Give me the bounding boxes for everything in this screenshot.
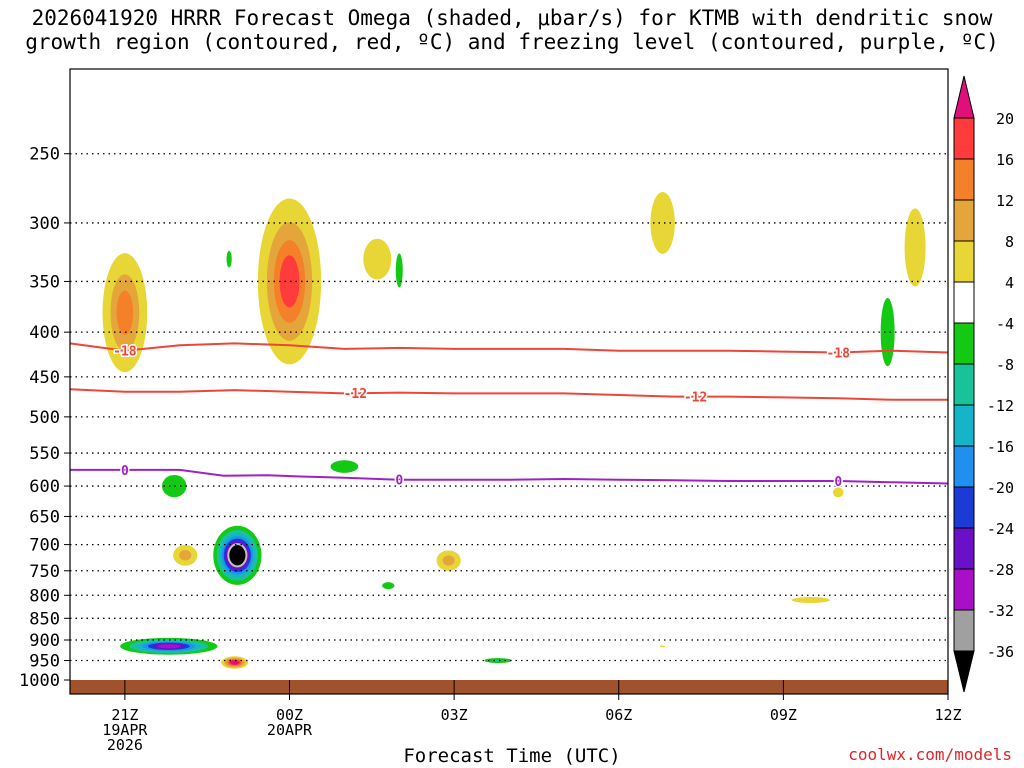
time-tick-label-0-0: 21Z bbox=[111, 706, 138, 724]
colorbar-swatch-11 bbox=[953, 527, 975, 570]
omega-region-1-3 bbox=[279, 255, 300, 308]
time-tick-label-1-0: 00Z bbox=[276, 706, 303, 724]
dgz-contour-1 bbox=[70, 388, 948, 401]
colorbar-label-8: -16 bbox=[987, 438, 1014, 456]
omega-region-4-0 bbox=[904, 208, 926, 287]
time-tick-label-0-1: 19APR bbox=[102, 721, 148, 739]
pressure-tick-350: 350 bbox=[29, 272, 60, 292]
dgz-contour-1-label-1: -12 bbox=[684, 391, 707, 406]
pressure-tick-600: 600 bbox=[29, 477, 60, 497]
omega-region-8-0 bbox=[833, 487, 844, 498]
colorbar-label-6: -8 bbox=[996, 356, 1014, 374]
colorbar-swatch-9 bbox=[953, 445, 975, 488]
dgz-contour-1-label-0: -12 bbox=[344, 387, 367, 402]
pressure-tick-400: 400 bbox=[29, 323, 60, 343]
colorbar-swatch-1 bbox=[953, 117, 975, 160]
omega-region-16-0 bbox=[382, 582, 395, 590]
chart-title-line2: growth region (contoured, red, ºC) and f… bbox=[25, 30, 999, 54]
x-axis-title: Forecast Time (UTC) bbox=[403, 745, 621, 767]
colorbar-swatch-4 bbox=[953, 240, 975, 283]
dgz-contour-0 bbox=[70, 342, 948, 354]
colorbar-swatch-2 bbox=[953, 158, 975, 201]
colorbar-swatch-8 bbox=[953, 404, 975, 447]
colorbar-swatch-6 bbox=[953, 322, 975, 365]
colorbar-swatch-10 bbox=[953, 486, 975, 529]
colorbar-label-12: -32 bbox=[987, 602, 1014, 620]
site-credit[interactable]: coolwx.com/models bbox=[848, 745, 1012, 764]
freezing-level-contour-label-1: 0 bbox=[395, 474, 403, 489]
time-tick-label-3-0: 06Z bbox=[605, 706, 632, 724]
omega-region-12-0 bbox=[395, 253, 403, 288]
omega-region-7-0 bbox=[791, 597, 831, 603]
pressure-tick-850: 850 bbox=[29, 609, 60, 629]
dgz-contour-0-label-1: -18 bbox=[827, 346, 851, 361]
omega-region-13-0 bbox=[880, 298, 895, 367]
colorbar-cap-bottom bbox=[953, 650, 975, 693]
omega-shading bbox=[102, 192, 1024, 669]
pressure-tick-500: 500 bbox=[29, 408, 60, 428]
pressure-tick-450: 450 bbox=[29, 368, 60, 388]
time-tick-label-4-0: 09Z bbox=[770, 706, 797, 724]
chart-title-line1: 2026041920 HRRR Forecast Omega (shaded, … bbox=[31, 6, 993, 30]
freezing-level-contour-label-0: 0 bbox=[121, 464, 129, 479]
time-tick-label-5-0: 12Z bbox=[934, 706, 961, 724]
colorbar-swatch-5 bbox=[953, 281, 975, 324]
time-tick-label-0-2: 2026 bbox=[107, 736, 143, 754]
chart-title: 2026041920 HRRR Forecast Omega (shaded, … bbox=[0, 6, 1024, 54]
omega-region-19-6 bbox=[156, 644, 181, 649]
colorbar-cap-top bbox=[953, 75, 975, 119]
pressure-tick-900: 900 bbox=[29, 631, 60, 651]
time-tick-label-2-0: 03Z bbox=[441, 706, 468, 724]
omega-region-0-2 bbox=[116, 290, 134, 335]
colorbar-swatch-3 bbox=[953, 199, 975, 242]
pressure-tick-750: 750 bbox=[29, 562, 60, 582]
pressure-gridlines bbox=[70, 153, 948, 662]
plot-frame bbox=[69, 68, 949, 695]
omega-region-2-0 bbox=[363, 238, 392, 280]
omega-region-15-0 bbox=[330, 460, 359, 473]
time-tick-label-1-1: 20APR bbox=[267, 721, 313, 739]
colorbar-label-1: 16 bbox=[996, 151, 1014, 169]
omega-region-11-0 bbox=[226, 250, 232, 268]
omega-core-21 bbox=[227, 543, 248, 568]
colorbar-label-10: -24 bbox=[987, 520, 1014, 538]
pressure-tick-300: 300 bbox=[29, 214, 60, 234]
omega-region-10-0 bbox=[659, 645, 666, 648]
colorbar-swatch-7 bbox=[953, 363, 975, 406]
pressure-tick-250: 250 bbox=[29, 145, 60, 165]
freezing-level-contour-label-2: 0 bbox=[834, 475, 842, 490]
colorbar-label-13: -36 bbox=[987, 643, 1014, 661]
temperature-contours: -18 -18 -12 -12 0 0 0 bbox=[70, 342, 948, 491]
omega-region-18-1 bbox=[1003, 638, 1024, 642]
omega-region-3-0 bbox=[650, 192, 675, 254]
pressure-tick-650: 650 bbox=[29, 507, 60, 527]
omega-region-20-0 bbox=[162, 474, 187, 498]
colorbar-label-2: 12 bbox=[996, 192, 1014, 210]
pressure-axis: 2503003504004505005506006507007508008509… bbox=[19, 145, 70, 691]
pressure-tick-800: 800 bbox=[29, 586, 60, 606]
colorbar-label-3: 8 bbox=[1005, 233, 1014, 251]
pressure-tick-550: 550 bbox=[29, 444, 60, 464]
colorbar-label-7: -12 bbox=[987, 397, 1014, 415]
colorbar-label-11: -28 bbox=[987, 561, 1014, 579]
freezing-level-contour bbox=[70, 468, 948, 485]
colorbar-label-0: 20 bbox=[996, 110, 1014, 128]
colorbar-label-5: -4 bbox=[996, 315, 1014, 333]
colorbar-label-4: 4 bbox=[1005, 274, 1014, 292]
pressure-tick-700: 700 bbox=[29, 536, 60, 556]
pressure-tick-950: 950 bbox=[29, 652, 60, 672]
colorbar-swatch-13 bbox=[953, 609, 975, 652]
colorbar-swatch-12 bbox=[953, 568, 975, 611]
ground-surface bbox=[70, 680, 948, 694]
omega-colorbar: 20 16 12 8 4 -4 -8 -12 -16 -20 -24 -28 -32 -36 bbox=[953, 75, 1014, 693]
omega-region-5-1 bbox=[179, 550, 192, 561]
omega-region-6-1 bbox=[442, 555, 455, 566]
omega-region-9-4 bbox=[230, 660, 240, 665]
pressure-tick-1000: 1000 bbox=[19, 671, 60, 691]
colorbar-label-9: -20 bbox=[987, 479, 1014, 497]
dgz-contour-0-label-0: -18 bbox=[113, 345, 137, 360]
